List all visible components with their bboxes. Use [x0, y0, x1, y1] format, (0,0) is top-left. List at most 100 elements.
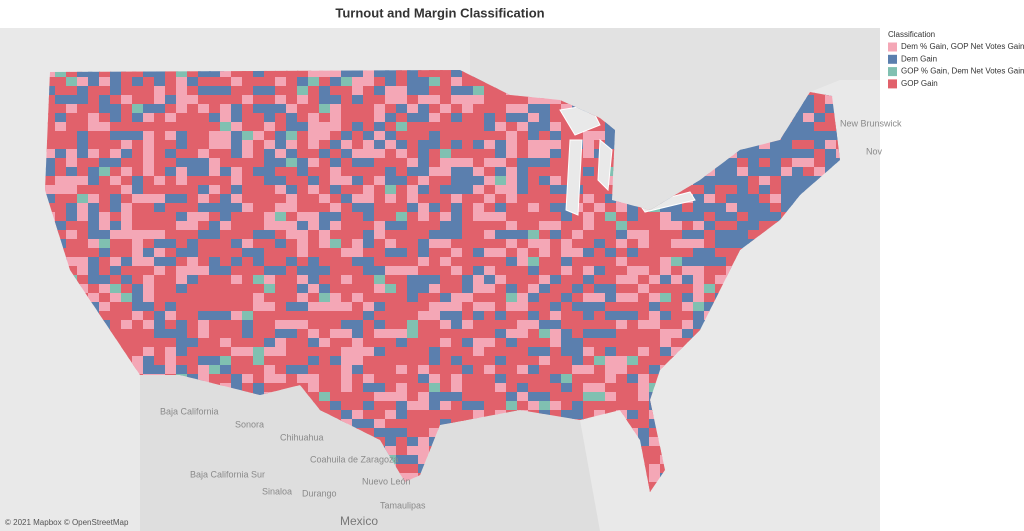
- county: [682, 284, 696, 296]
- county: [363, 185, 375, 196]
- map-label: Mexico: [340, 514, 378, 528]
- county: [45, 104, 59, 116]
- county: [330, 77, 344, 89]
- county: [407, 383, 420, 393]
- county: [165, 122, 182, 132]
- county: [418, 446, 430, 458]
- county: [209, 221, 223, 231]
- county: [528, 293, 544, 304]
- county: [506, 356, 519, 368]
- county: [88, 248, 104, 260]
- county: [803, 176, 820, 186]
- county: [385, 140, 398, 152]
- county: [638, 248, 653, 258]
- county: [451, 329, 466, 339]
- county: [231, 248, 244, 258]
- legend-label: Dem % Gain, GOP Net Votes Gain: [901, 42, 1024, 51]
- county: [341, 293, 357, 303]
- county: [484, 239, 499, 250]
- county: [220, 275, 234, 285]
- county: [781, 140, 796, 151]
- county: [550, 230, 562, 241]
- county: [209, 131, 221, 141]
- county: [55, 113, 72, 125]
- county: [253, 275, 269, 286]
- county: [341, 203, 353, 215]
- county: [517, 149, 534, 159]
- county: [517, 95, 532, 107]
- county: [539, 239, 554, 250]
- county: [506, 104, 521, 115]
- county: [352, 419, 368, 430]
- county: [143, 311, 160, 322]
- county: [528, 338, 541, 350]
- county: [440, 149, 455, 159]
- county: [374, 356, 391, 367]
- county: [649, 437, 661, 447]
- county: [726, 239, 738, 253]
- county: [242, 365, 255, 377]
- county: [330, 221, 343, 233]
- county: [253, 167, 265, 177]
- county: [495, 140, 508, 152]
- county: [539, 266, 552, 277]
- county: [451, 302, 468, 313]
- county: [528, 194, 544, 205]
- great-lakes: [559, 104, 696, 216]
- county: [176, 275, 189, 286]
- county: [638, 419, 652, 431]
- county: [341, 86, 356, 96]
- county: [275, 95, 291, 107]
- county: [143, 203, 155, 214]
- county: [187, 221, 204, 232]
- county: [484, 167, 499, 177]
- county: [330, 311, 342, 322]
- county: [297, 167, 310, 179]
- county: [484, 284, 499, 295]
- county: [451, 176, 468, 186]
- county: [550, 131, 562, 143]
- county: [748, 194, 764, 205]
- county: [187, 86, 204, 98]
- county: [594, 365, 611, 377]
- county: [286, 70, 299, 82]
- county: [132, 266, 148, 278]
- county: [352, 302, 367, 313]
- county: [110, 77, 122, 90]
- county: [605, 311, 620, 323]
- county: [506, 302, 520, 313]
- county: [561, 122, 576, 133]
- county: [506, 158, 522, 170]
- county: [495, 293, 507, 307]
- county: [154, 70, 167, 78]
- county: [45, 122, 61, 132]
- county: [110, 266, 122, 277]
- county: [374, 293, 389, 303]
- county: [55, 70, 71, 81]
- county: [253, 311, 266, 321]
- county: [363, 257, 377, 268]
- county: [385, 203, 398, 215]
- county: [121, 329, 137, 339]
- county: [627, 239, 643, 249]
- county: [374, 383, 387, 394]
- county: [528, 275, 544, 285]
- county: [374, 185, 390, 195]
- county: [715, 275, 728, 285]
- county: [110, 212, 127, 223]
- map-label: Tamaulipas: [380, 500, 426, 510]
- county: [297, 374, 309, 386]
- county: [165, 275, 180, 286]
- county: [649, 329, 663, 340]
- county: [440, 221, 454, 233]
- county: [165, 257, 177, 271]
- county: [220, 320, 234, 332]
- county: [561, 239, 574, 249]
- county: [528, 257, 540, 271]
- county: [418, 185, 433, 197]
- county: [385, 212, 400, 224]
- county: [605, 230, 619, 240]
- county: [99, 311, 116, 323]
- county: [561, 356, 576, 367]
- county: [396, 266, 408, 278]
